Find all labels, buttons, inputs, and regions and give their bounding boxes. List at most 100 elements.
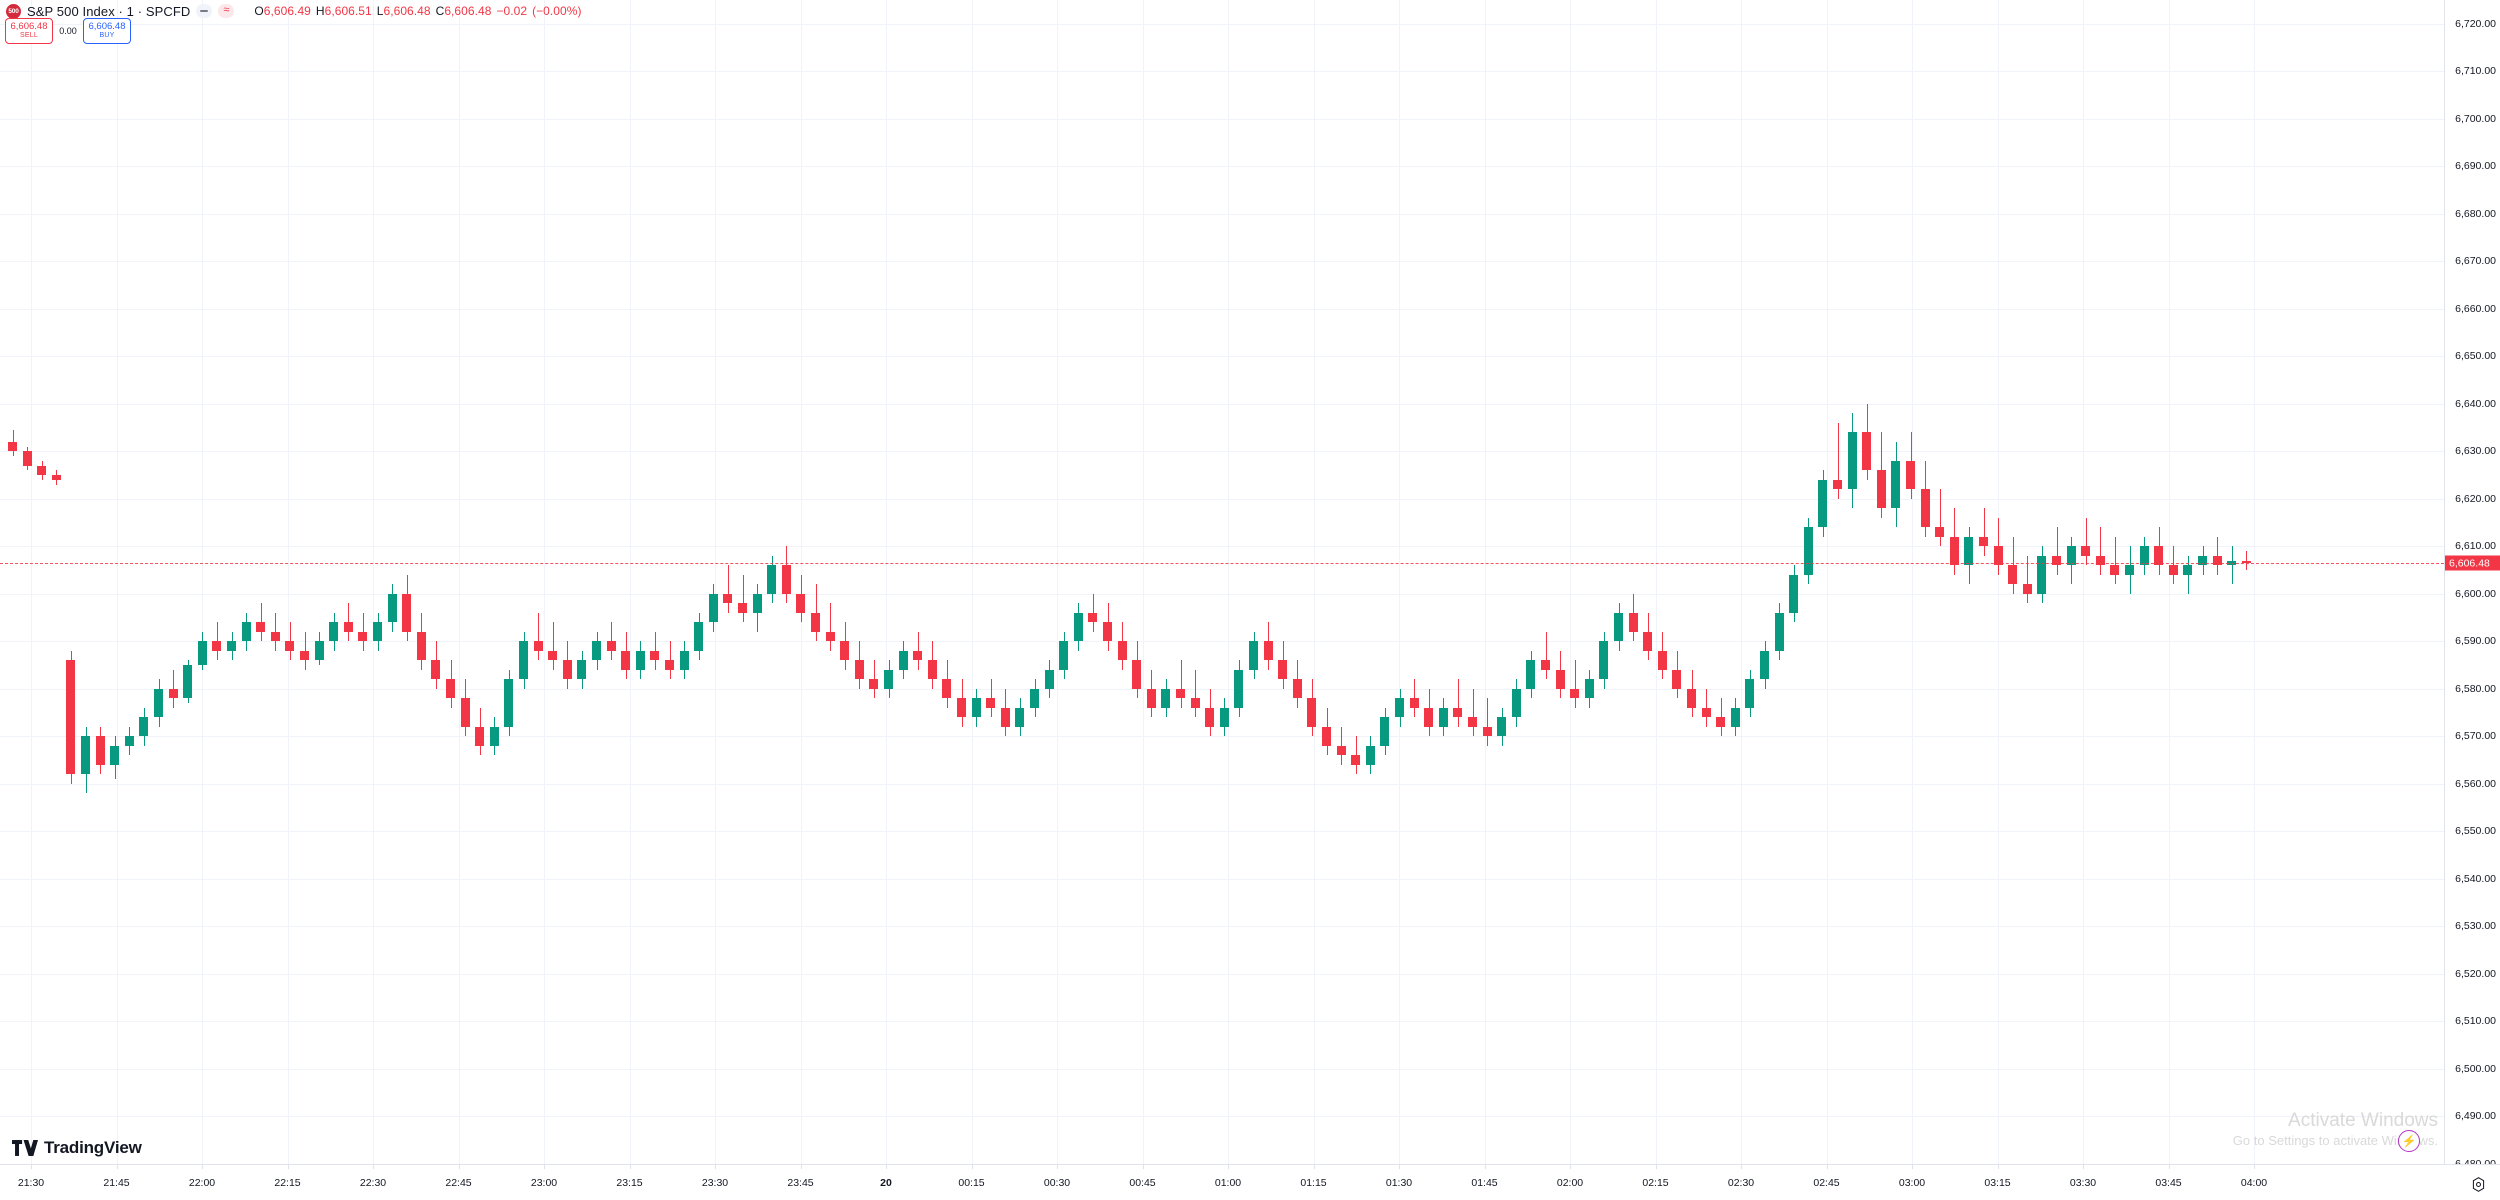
time-axis-mark: [459, 1165, 460, 1169]
candle-body: [854, 660, 864, 680]
time-axis-mark: [801, 1165, 802, 1169]
buy-button[interactable]: 6,606.48 BUY: [83, 18, 131, 44]
time-axis-mark: [1656, 1165, 1657, 1169]
candle-body: [752, 593, 762, 613]
candle-wick: [1341, 726, 1342, 765]
candle-body: [329, 622, 339, 642]
candle-body: [1526, 660, 1536, 689]
candle-body: [1789, 574, 1799, 613]
gridline-horizontal: [0, 926, 2444, 927]
candle-body: [1351, 755, 1361, 765]
candle-body: [1030, 688, 1039, 708]
candle-body: [1234, 669, 1244, 708]
price-axis-tick: 6,720.00: [2455, 17, 2496, 30]
candle-body: [1964, 536, 1974, 566]
candle-body: [314, 641, 324, 661]
candle-body: [2095, 555, 2105, 566]
gridline-horizontal: [0, 1069, 2444, 1070]
price-axis-tick: 6,560.00: [2455, 777, 2496, 790]
candle-body: [2110, 565, 2120, 575]
sell-button[interactable]: 6,606.48 SELL: [5, 18, 53, 44]
gridline-horizontal: [0, 166, 2444, 167]
candle-body: [1395, 698, 1404, 718]
gridline-horizontal: [0, 689, 2444, 690]
candle-body: [665, 660, 674, 670]
time-axis-mark: [1827, 1165, 1828, 1169]
candle-body: [1745, 679, 1755, 708]
time-axis-tick: 04:00: [2240, 1177, 2268, 1189]
candle-wick: [1181, 660, 1182, 708]
symbol-title[interactable]: S&P 500 Index · 1 · SPCFD: [27, 3, 191, 19]
candle-body: [679, 650, 689, 670]
candle-body: [373, 622, 382, 642]
candle-body: [1803, 527, 1813, 575]
candle-body: [548, 650, 558, 661]
candle-wick: [670, 641, 671, 680]
lightning-bolt-icon[interactable]: ⚡: [2398, 1130, 2420, 1152]
candle-body: [197, 641, 207, 666]
candle-body: [1365, 745, 1375, 765]
gridline-vertical: [1741, 0, 1742, 1164]
candle-wick: [1984, 508, 1985, 556]
price-axis-tick: 6,680.00: [2455, 207, 2496, 220]
clock-timezone-icon[interactable]: [2468, 1174, 2488, 1194]
candle-body: [110, 745, 120, 765]
candle-body: [2139, 546, 2149, 566]
candle-body: [1657, 650, 1667, 670]
gridline-horizontal: [0, 641, 2444, 642]
candle-wick: [1838, 422, 1839, 499]
time-axis[interactable]: 21:30 21:45 22:00 22:15 22:30 22:45 23:00 23:15…: [0, 1164, 2500, 1200]
candle-body: [1701, 707, 1711, 718]
candle-body: [694, 622, 704, 651]
candle-body: [723, 593, 733, 604]
candle-body: [1614, 612, 1623, 642]
candle-body: [621, 650, 631, 670]
candle-body: [1468, 717, 1477, 727]
candle-body: [1190, 698, 1200, 708]
candle-body: [81, 736, 90, 775]
candle-body: [1497, 717, 1507, 737]
candle-body: [95, 736, 105, 765]
high-value: 6,606.51: [324, 4, 372, 18]
time-axis-tick: 22:30: [359, 1177, 387, 1189]
time-axis-tick: 22:00: [188, 1177, 216, 1189]
time-axis-mark: [544, 1165, 545, 1169]
candle-body: [913, 650, 923, 661]
candle-body: [37, 465, 47, 476]
gridline-horizontal: [0, 404, 2444, 405]
candle-body: [1628, 612, 1638, 632]
candle-body: [2081, 546, 2091, 556]
approx-icon[interactable]: ≈: [218, 4, 235, 18]
hide-icon[interactable]: [196, 4, 213, 18]
candle-wick: [2027, 555, 2028, 604]
price-axis[interactable]: 6,720.00 6,710.00 6,700.00 6,690.00 6,680.00…: [2444, 0, 2500, 1170]
candle-body: [1278, 660, 1288, 680]
candle-body: [343, 622, 353, 632]
gridline-vertical: [1399, 0, 1400, 1164]
gridline-horizontal: [0, 24, 2444, 25]
watermark-line-2: Go to Settings to activate Windows.: [2232, 1133, 2438, 1148]
candle-body: [256, 622, 266, 632]
candle-wick: [1487, 698, 1488, 746]
candle-body: [884, 669, 893, 689]
time-axis-mark: [1570, 1165, 1571, 1169]
time-axis-tick: 23:15: [616, 1177, 643, 1189]
sell-label: SELL: [20, 32, 38, 40]
high-label: H: [315, 4, 325, 18]
time-axis-mark: [202, 1165, 203, 1169]
candle-body: [869, 679, 879, 689]
candle-body: [2154, 546, 2164, 566]
candle-body: [1409, 698, 1419, 708]
candle-body: [270, 631, 280, 642]
gridline-vertical: [1143, 0, 1144, 1164]
tradingview-logo[interactable]: TradingView: [12, 1138, 142, 1158]
candle-body: [1307, 698, 1317, 727]
chart-pane[interactable]: [0, 0, 2444, 1164]
time-axis-tick: 21:30: [17, 1177, 45, 1189]
candle-body: [387, 593, 397, 623]
candle-body: [358, 631, 368, 642]
candle-body: [2125, 565, 2134, 575]
time-axis-tick: 20: [880, 1177, 892, 1189]
candle-body: [1380, 717, 1390, 746]
gridline-vertical: [1228, 0, 1229, 1164]
